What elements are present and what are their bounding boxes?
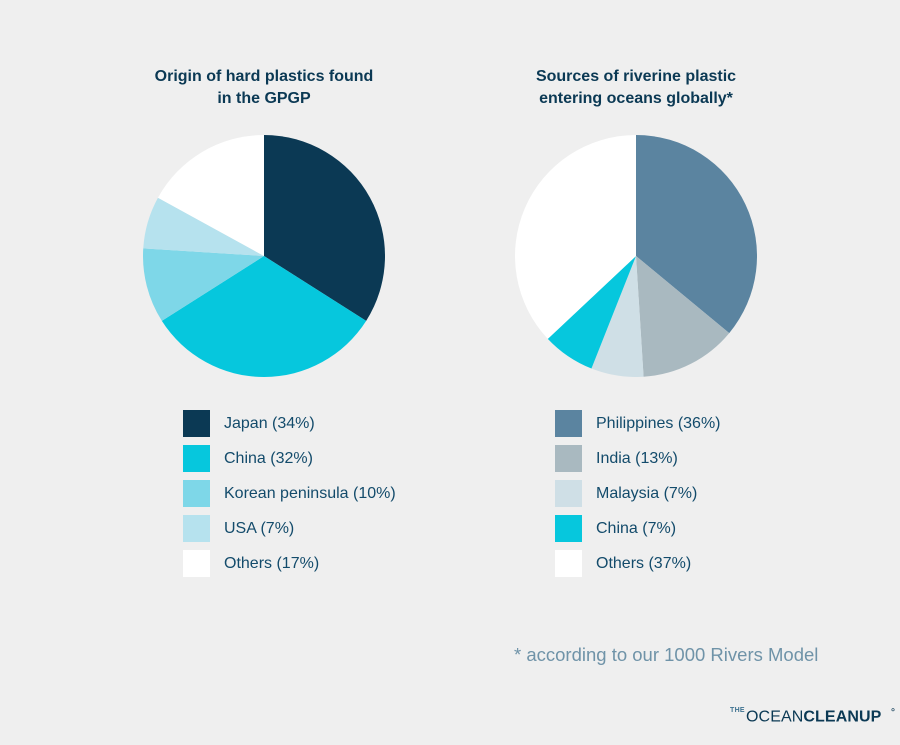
- svg-text:THE: THE: [730, 707, 745, 714]
- svg-text:OCEANCLEANUP: OCEANCLEANUP: [746, 709, 882, 726]
